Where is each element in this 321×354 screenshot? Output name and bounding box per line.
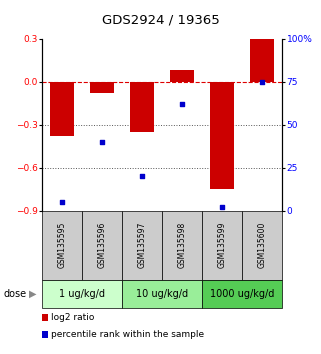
Text: 10 ug/kg/d: 10 ug/kg/d — [136, 289, 188, 299]
Bar — [250, 39, 274, 82]
Text: log2 ratio: log2 ratio — [51, 313, 94, 322]
Text: GSM135595: GSM135595 — [57, 222, 66, 268]
Bar — [170, 70, 194, 82]
Bar — [202, 280, 282, 308]
Text: GSM135596: GSM135596 — [97, 222, 107, 268]
Bar — [50, 82, 74, 136]
Bar — [122, 280, 202, 308]
Bar — [82, 211, 122, 280]
Text: 1 ug/kg/d: 1 ug/kg/d — [59, 289, 105, 299]
Text: GSM135600: GSM135600 — [258, 222, 267, 268]
Bar — [242, 211, 282, 280]
Point — [260, 79, 265, 85]
Text: GSM135599: GSM135599 — [218, 222, 227, 268]
Point — [59, 199, 64, 205]
Bar — [210, 82, 234, 189]
Text: GDS2924 / 19365: GDS2924 / 19365 — [102, 13, 219, 27]
Text: dose: dose — [3, 289, 26, 299]
Bar — [42, 211, 82, 280]
Text: 1000 ug/kg/d: 1000 ug/kg/d — [210, 289, 274, 299]
Text: GSM135597: GSM135597 — [137, 222, 147, 268]
Point — [140, 173, 145, 179]
Bar — [202, 211, 242, 280]
Bar — [90, 82, 114, 93]
Point — [180, 101, 185, 107]
Bar — [162, 211, 202, 280]
Text: ▶: ▶ — [29, 289, 36, 299]
Bar — [122, 211, 162, 280]
Text: GSM135598: GSM135598 — [178, 222, 187, 268]
Bar — [42, 280, 122, 308]
Point — [100, 139, 105, 145]
Point — [220, 204, 225, 210]
Text: percentile rank within the sample: percentile rank within the sample — [51, 330, 204, 339]
Bar — [130, 82, 154, 132]
